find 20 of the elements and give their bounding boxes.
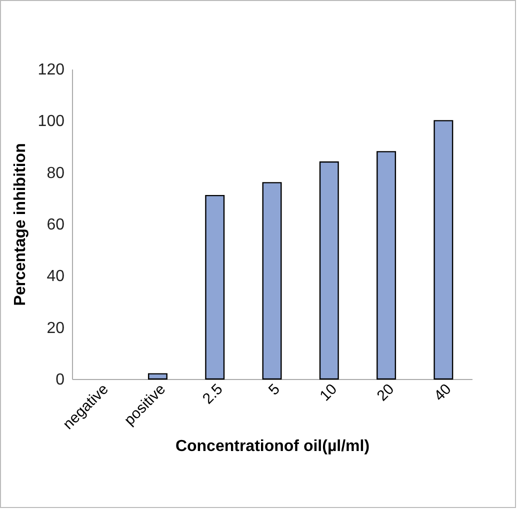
y-tick-label: 60 <box>46 216 65 234</box>
bar <box>434 120 454 380</box>
y-tick-label: 120 <box>38 62 65 78</box>
bar <box>319 161 339 380</box>
y-tick-label: 80 <box>46 164 65 182</box>
x-tick-label: 5 <box>265 380 284 399</box>
y-tick-label: 40 <box>46 268 65 286</box>
bar <box>262 182 282 380</box>
x-axis-title: Concentrationof oil(µl/ml) <box>175 438 370 456</box>
y-tick-label: 100 <box>38 113 65 130</box>
bar <box>205 194 225 380</box>
bar <box>376 151 396 380</box>
x-tick-label: 20 <box>374 380 398 405</box>
y-axis-title: Percentage inhibition <box>12 143 29 306</box>
bar <box>148 373 168 380</box>
x-tick-label: 2.5 <box>199 380 226 408</box>
y-tick-label: 0 <box>56 372 65 388</box>
x-tick-label: 40 <box>430 380 455 405</box>
x-tick-label: 10 <box>316 380 340 405</box>
y-tick-label: 20 <box>46 320 65 337</box>
